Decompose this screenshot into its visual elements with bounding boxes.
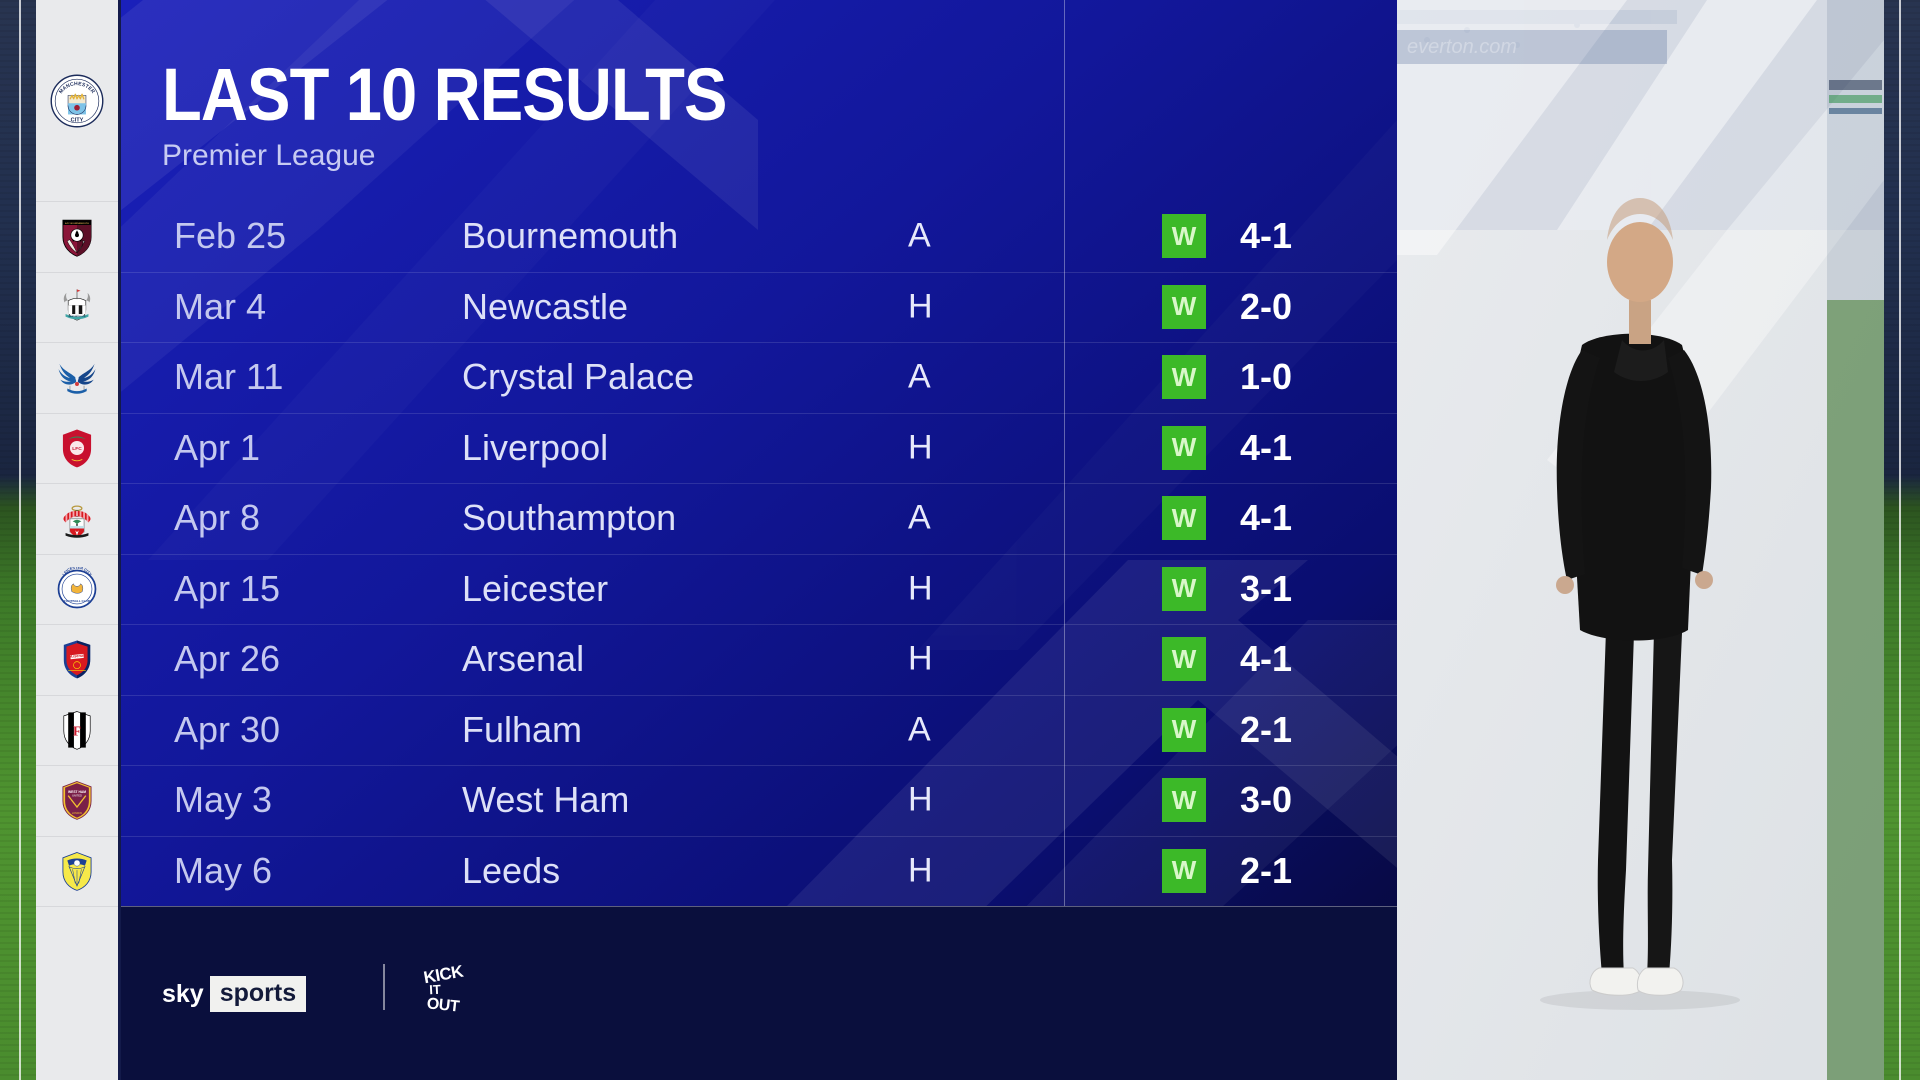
svg-text:FOOTBALL CLUB: FOOTBALL CLUB [64,599,91,603]
svg-text:OUT: OUT [426,995,461,1015]
svg-text:UNITED: UNITED [72,794,82,798]
svg-text:CITY: CITY [71,117,84,123]
svg-text:F: F [73,723,81,738]
svg-text:WEST HAM: WEST HAM [68,790,86,794]
svg-text:LONDON: LONDON [72,812,83,815]
svg-text:everton.com: everton.com [1407,36,1517,58]
svg-text:LFC: LFC [72,446,82,452]
